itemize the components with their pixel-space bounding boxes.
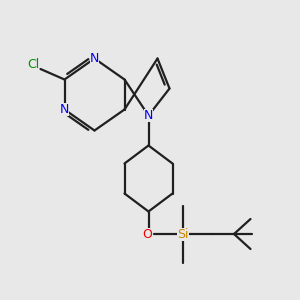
Text: O: O [142,227,152,241]
Text: N: N [90,52,99,65]
Text: N: N [60,103,69,116]
Text: Cl: Cl [27,58,39,71]
Text: Si: Si [177,227,189,241]
Text: N: N [144,109,153,122]
